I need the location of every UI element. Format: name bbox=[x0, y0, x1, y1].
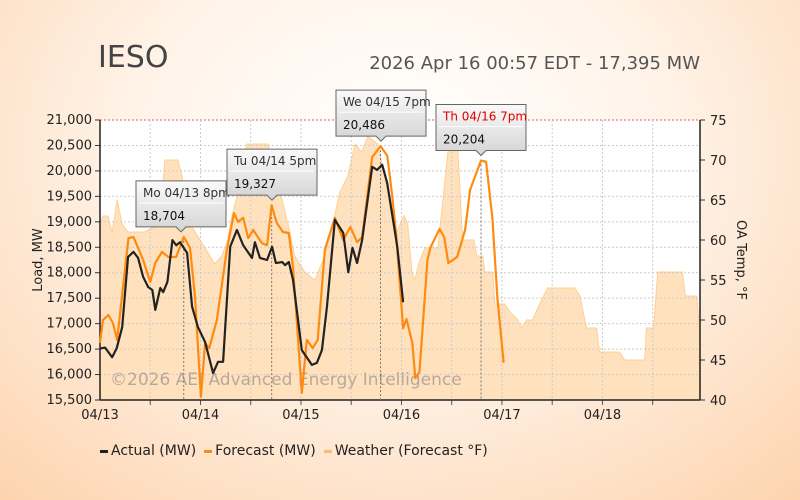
y-tick-label: 19,000 bbox=[47, 215, 93, 230]
y-tick-label: 16,000 bbox=[47, 368, 93, 383]
forecast-line bbox=[98, 145, 505, 399]
y-tick-label: 19,500 bbox=[47, 189, 93, 204]
page-title: IESO bbox=[98, 40, 169, 75]
tooltip-value: 19,327 bbox=[234, 177, 276, 191]
y2-tick-label: 65 bbox=[710, 194, 727, 209]
legend-item-forecast[interactable]: Forecast (MW) bbox=[204, 443, 316, 459]
tooltip-time: We 04/15 7pm bbox=[343, 95, 431, 109]
legend-label: Forecast (MW) bbox=[215, 443, 316, 459]
x-tick-label: 04/13 bbox=[81, 408, 118, 423]
tooltip-time: Tu 04/14 5pm bbox=[233, 154, 316, 168]
tooltip-value: 18,704 bbox=[143, 209, 185, 223]
legend: Actual (MW) Forecast (MW) Weather (Forec… bbox=[100, 443, 488, 459]
y-tick-label: 21,000 bbox=[47, 113, 93, 128]
y-tick-label: 16,500 bbox=[47, 342, 93, 357]
peak-tooltip: Tu 04/14 5pm 19,327 bbox=[226, 148, 318, 201]
y-tick-label: 17,500 bbox=[47, 291, 93, 306]
y-tick-label: 20,500 bbox=[47, 138, 93, 153]
y-axis-label: Load, MW bbox=[31, 228, 46, 292]
peak-tooltip: Th 04/16 7pm 20,204 bbox=[435, 104, 527, 157]
tooltip-box bbox=[135, 180, 227, 233]
y-tick-label: 17,000 bbox=[47, 317, 93, 332]
y2-tick-label: 60 bbox=[710, 234, 727, 249]
weather-swatch bbox=[323, 449, 332, 453]
y2-tick-label: 45 bbox=[710, 354, 727, 369]
legend-label: Weather (Forecast °F) bbox=[334, 443, 488, 459]
y-tick-label: 15,500 bbox=[47, 393, 93, 408]
peak-tooltip: We 04/15 7pm 20,486 bbox=[335, 89, 431, 142]
y2-tick-label: 70 bbox=[710, 154, 727, 169]
x-tick-label: 04/18 bbox=[584, 408, 621, 423]
x-tick-label: 04/16 bbox=[383, 408, 420, 423]
actual-line bbox=[99, 163, 405, 375]
tooltip-value: 20,204 bbox=[443, 133, 485, 147]
y-tick-label: 18,500 bbox=[47, 240, 93, 255]
tooltip-box bbox=[435, 104, 527, 157]
forecast-swatch bbox=[204, 449, 213, 453]
tooltip-box bbox=[226, 148, 318, 201]
watermark: ©2026 AEI Advanced Energy Intelligence bbox=[110, 370, 462, 390]
x-tick-label: 04/14 bbox=[182, 408, 219, 423]
y2-tick-label: 75 bbox=[710, 114, 727, 129]
y-tick-label: 20,000 bbox=[47, 164, 93, 179]
peak-tooltip: Mo 04/13 8pm 18,704 bbox=[135, 180, 230, 233]
y-tick-label: 18,000 bbox=[47, 266, 93, 281]
tooltip-box bbox=[335, 89, 427, 142]
y2-tick-label: 55 bbox=[710, 274, 727, 289]
actual-swatch bbox=[100, 449, 108, 453]
y2-tick-label: 50 bbox=[710, 314, 727, 329]
y2-tick-label: 40 bbox=[710, 394, 727, 409]
y2-axis-label: OA Temp, °F bbox=[733, 220, 748, 300]
legend-item-actual[interactable]: Actual (MW) bbox=[100, 443, 196, 459]
tooltip-time: Th 04/16 7pm bbox=[442, 110, 527, 124]
tooltip-value: 20,486 bbox=[343, 118, 385, 132]
legend-item-weather[interactable]: Weather (Forecast °F) bbox=[323, 443, 488, 459]
legend-label: Actual (MW) bbox=[111, 443, 197, 459]
tooltip-time: Mo 04/13 8pm bbox=[143, 186, 230, 200]
x-tick-label: 04/15 bbox=[282, 408, 319, 423]
status-readout: 2026 Apr 16 00:57 EDT - 17,395 MW bbox=[369, 53, 700, 74]
x-tick-label: 04/17 bbox=[483, 408, 520, 423]
